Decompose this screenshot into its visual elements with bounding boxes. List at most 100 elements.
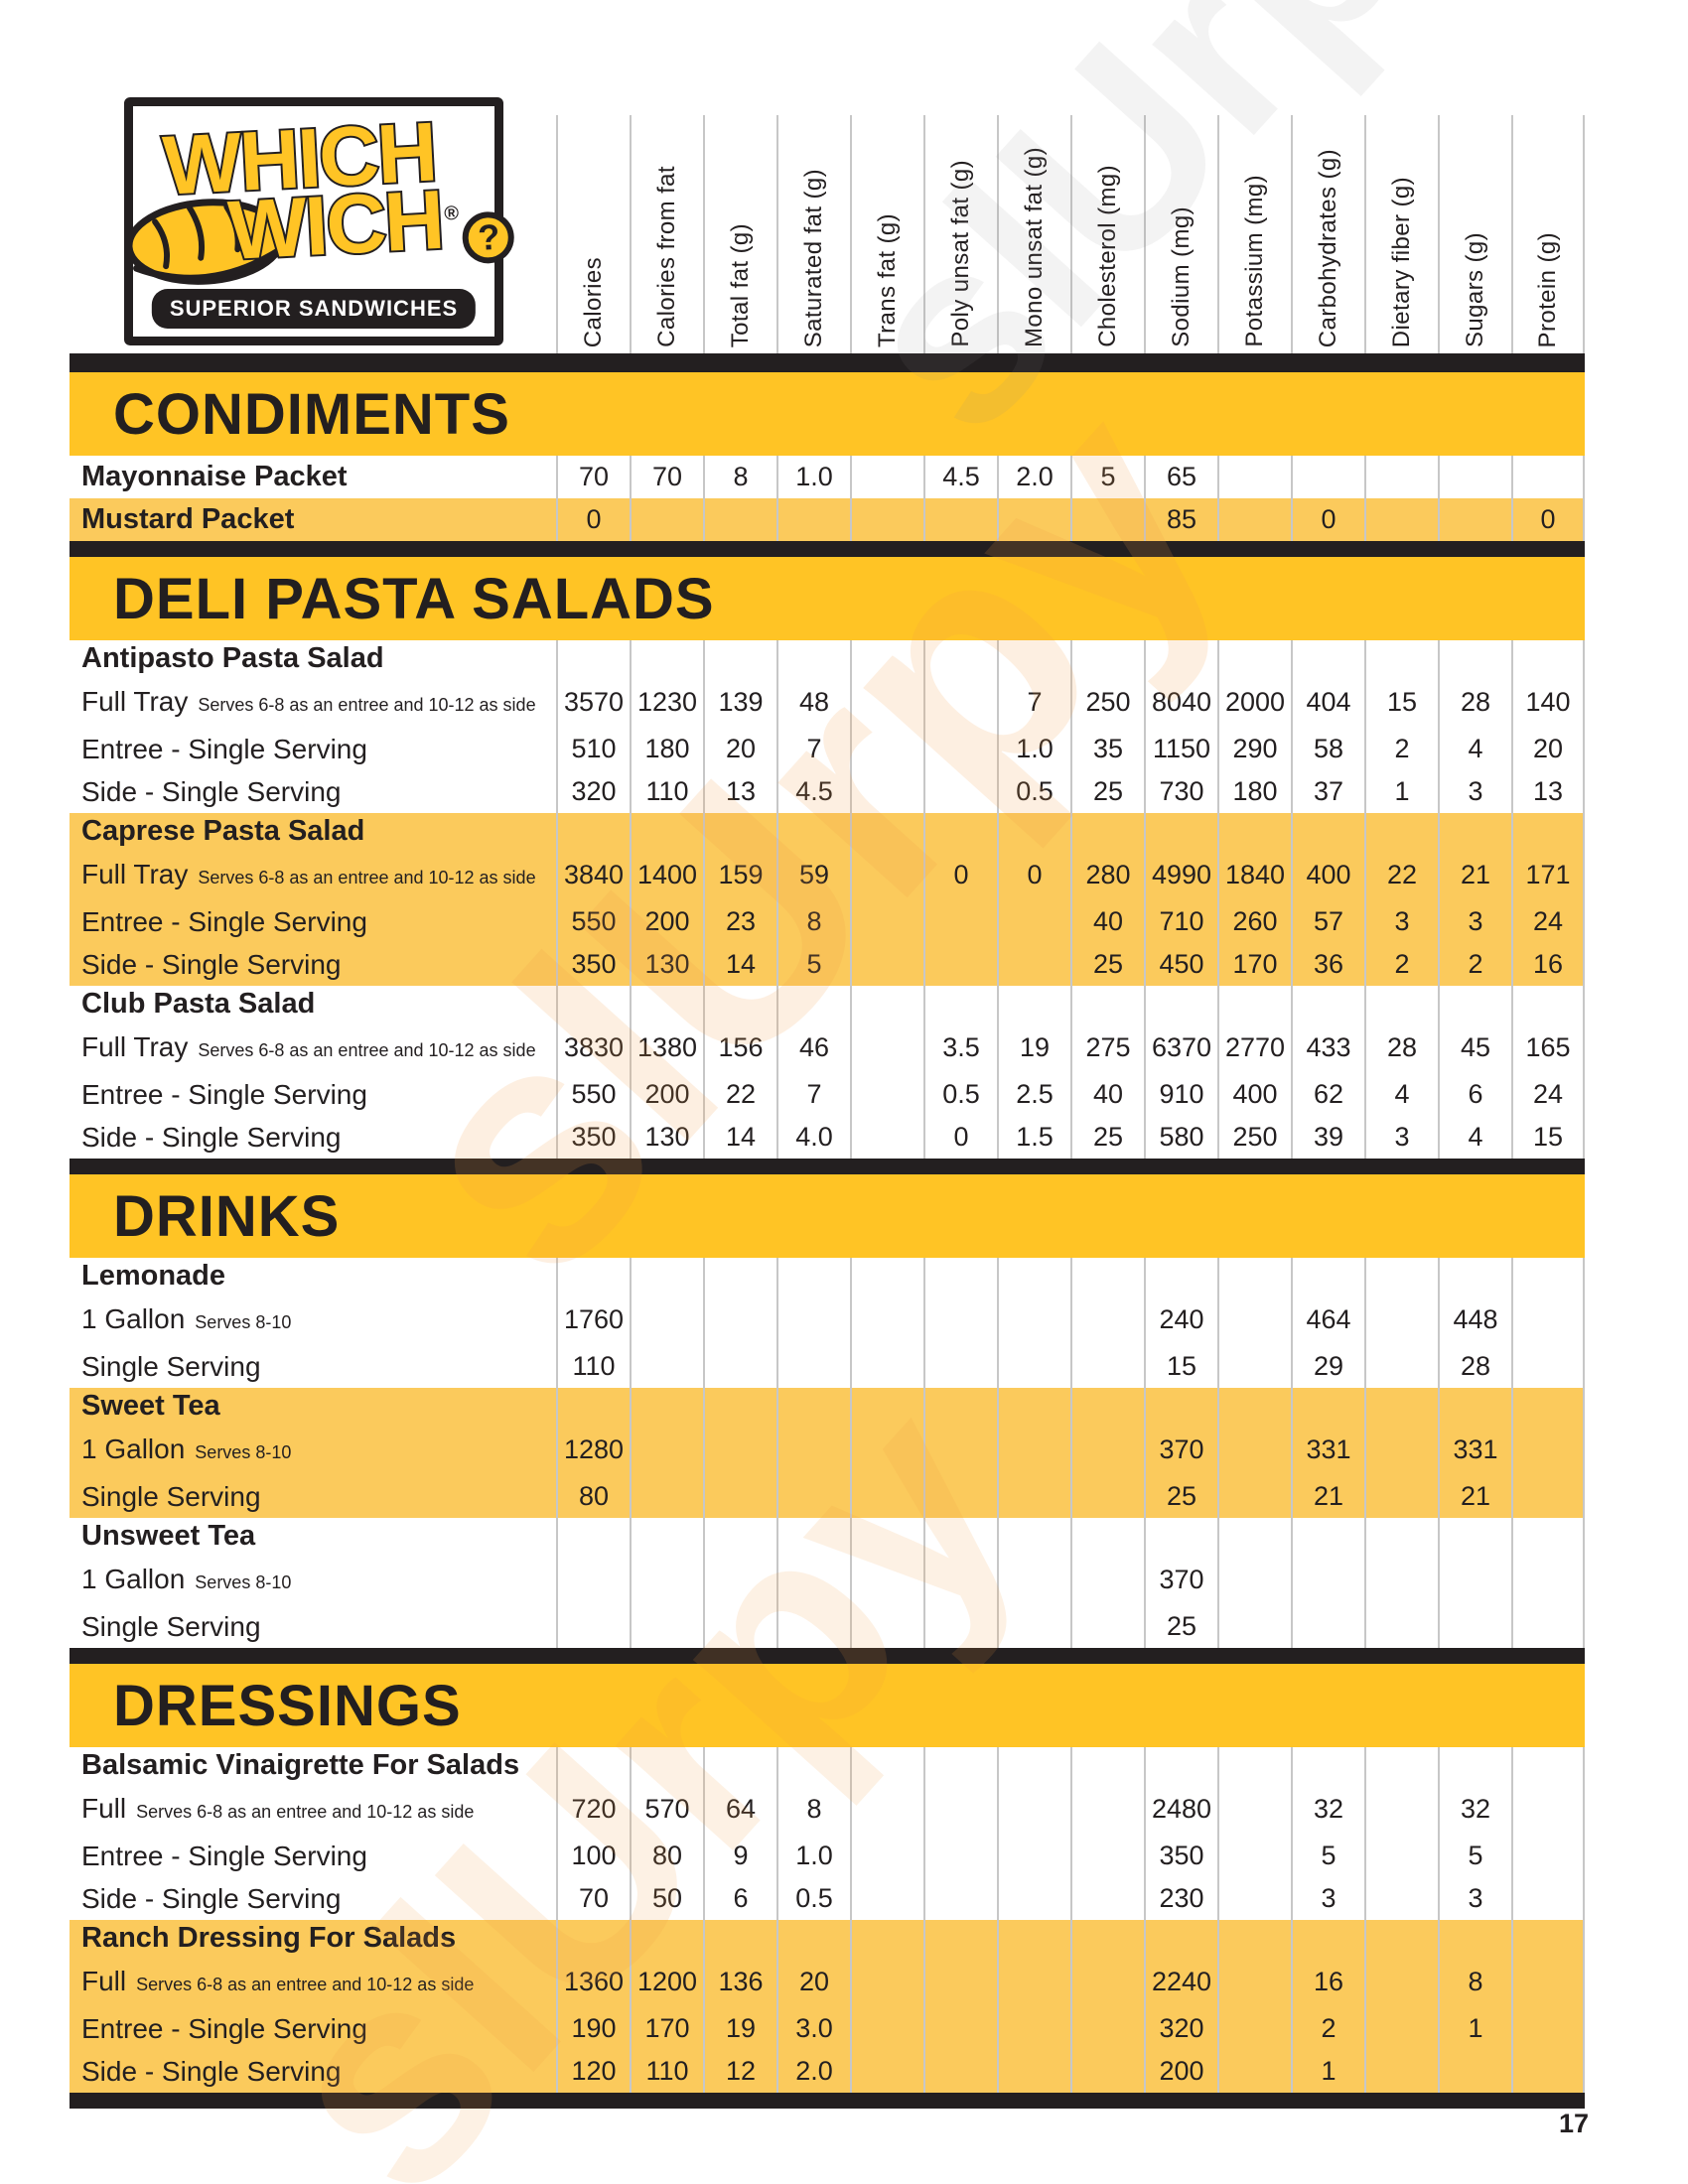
value-cell bbox=[850, 1388, 923, 1424]
row-label: Full bbox=[81, 1966, 127, 1996]
value-cell bbox=[1070, 986, 1144, 1022]
value-cell bbox=[1364, 1956, 1438, 2007]
value-cell: 464 bbox=[1291, 1294, 1364, 1345]
value-cell bbox=[1217, 1920, 1291, 1956]
value-cell bbox=[1217, 1424, 1291, 1475]
value-cell: 720 bbox=[556, 1783, 630, 1835]
value-cell: 275 bbox=[1070, 1022, 1144, 1073]
value-cell: 4.0 bbox=[776, 1116, 850, 1159]
column-header: Carbohydrates (g) bbox=[1291, 115, 1364, 353]
value-cell bbox=[556, 986, 630, 1022]
column-header-label: Potassium (mg) bbox=[1241, 175, 1268, 347]
value-cell: 64 bbox=[703, 1783, 776, 1835]
section-title: DRESSINGS bbox=[113, 1673, 462, 1738]
value-cell bbox=[850, 1554, 923, 1605]
value-cell bbox=[1438, 813, 1511, 849]
value-cell bbox=[703, 640, 776, 676]
value-cell bbox=[703, 1388, 776, 1424]
value-cell: 0 bbox=[1291, 498, 1364, 541]
column-header: Potassium (mg) bbox=[1217, 115, 1291, 353]
value-cell bbox=[923, 640, 997, 676]
value-cell bbox=[630, 498, 703, 541]
value-cell bbox=[923, 1605, 997, 1648]
value-cell: 25 bbox=[1144, 1605, 1217, 1648]
value-cell bbox=[630, 1475, 703, 1518]
value-cell bbox=[1511, 1294, 1585, 1345]
value-cell bbox=[1364, 1345, 1438, 1388]
table-row: Side - Single Serving 320 110 13 4.5 0.5 25 730… bbox=[70, 770, 1585, 813]
value-cell bbox=[703, 986, 776, 1022]
value-cell: 3 bbox=[1438, 770, 1511, 813]
bottom-bar bbox=[70, 2093, 1585, 2109]
value-cell: 433 bbox=[1291, 1022, 1364, 1073]
value-cell: 450 bbox=[1144, 943, 1217, 986]
value-cell bbox=[997, 2007, 1070, 2050]
row-label-cell: Ranch Dressing For Salads bbox=[70, 1920, 556, 1956]
value-cell bbox=[703, 1424, 776, 1475]
row-note: Serves 8-10 bbox=[195, 1311, 292, 1332]
value-cell bbox=[850, 1518, 923, 1554]
row-label-cell: Full Tray Serves 6-8 as an entree and 10-… bbox=[70, 1022, 556, 1073]
value-cell bbox=[1364, 498, 1438, 541]
row-label-cell: 1 Gallon Serves 8-10 bbox=[70, 1554, 556, 1605]
value-cell: 15 bbox=[1511, 1116, 1585, 1159]
value-cell: 580 bbox=[1144, 1116, 1217, 1159]
value-cell bbox=[850, 1475, 923, 1518]
group-header-row: Balsamic Vinaigrette For Salads bbox=[70, 1747, 1585, 1783]
row-label-cell: Lemonade bbox=[70, 1258, 556, 1294]
value-cell: 15 bbox=[1364, 676, 1438, 728]
value-cell bbox=[630, 1294, 703, 1345]
table-row: Entree - Single Serving 550 200 23 8 40 710 260… bbox=[70, 900, 1585, 943]
value-cell: 180 bbox=[1217, 770, 1291, 813]
value-cell: 730 bbox=[1144, 770, 1217, 813]
column-header-label: Calories from fat bbox=[653, 166, 680, 347]
row-label-cell: Single Serving bbox=[70, 1475, 556, 1518]
value-cell bbox=[556, 640, 630, 676]
value-cell: 13 bbox=[1511, 770, 1585, 813]
value-cell: 6370 bbox=[1144, 1022, 1217, 1073]
row-label-cell: Entree - Single Serving bbox=[70, 2007, 556, 2050]
value-cell: 1.0 bbox=[776, 456, 850, 498]
row-label-cell: Unsweet Tea bbox=[70, 1518, 556, 1554]
value-cell: 0 bbox=[923, 849, 997, 900]
value-cell bbox=[556, 1388, 630, 1424]
value-cell: 3 bbox=[1364, 1116, 1438, 1159]
value-cell bbox=[923, 1783, 997, 1835]
value-cell bbox=[923, 1747, 997, 1783]
value-cell bbox=[850, 813, 923, 849]
value-cell bbox=[1217, 813, 1291, 849]
table-row: Side - Single Serving 350 130 14 4.0 0 1.5 25 58… bbox=[70, 1116, 1585, 1159]
value-cell bbox=[850, 1073, 923, 1116]
value-cell bbox=[1364, 1258, 1438, 1294]
value-cell bbox=[1511, 1783, 1585, 1835]
value-cell bbox=[1511, 1877, 1585, 1920]
value-cell bbox=[1511, 1956, 1585, 2007]
value-cell bbox=[776, 1920, 850, 1956]
value-cell: 200 bbox=[630, 1073, 703, 1116]
value-cell: 200 bbox=[630, 900, 703, 943]
value-cell bbox=[850, 1258, 923, 1294]
value-cell: 59 bbox=[776, 849, 850, 900]
value-cell bbox=[776, 986, 850, 1022]
value-cell bbox=[1217, 456, 1291, 498]
value-cell bbox=[556, 1554, 630, 1605]
value-cell bbox=[1070, 1554, 1144, 1605]
value-cell bbox=[1364, 1747, 1438, 1783]
value-cell bbox=[923, 1424, 997, 1475]
value-cell bbox=[1144, 986, 1217, 1022]
value-cell: 139 bbox=[703, 676, 776, 728]
value-cell: 250 bbox=[1217, 1116, 1291, 1159]
value-cell bbox=[1070, 1747, 1144, 1783]
value-cell: 8 bbox=[703, 456, 776, 498]
table-row: Side - Single Serving 70 50 6 0.5 230 3 3 bbox=[70, 1877, 1585, 1920]
value-cell: 320 bbox=[556, 770, 630, 813]
value-cell: 200 bbox=[1144, 2050, 1217, 2093]
section-banner: CONDIMENTS bbox=[70, 372, 1585, 456]
value-cell: 62 bbox=[1291, 1073, 1364, 1116]
value-cell bbox=[997, 900, 1070, 943]
value-cell bbox=[923, 1294, 997, 1345]
value-cell bbox=[556, 1747, 630, 1783]
value-cell bbox=[1511, 1747, 1585, 1783]
value-cell: 29 bbox=[1291, 1345, 1364, 1388]
value-cell bbox=[1217, 498, 1291, 541]
